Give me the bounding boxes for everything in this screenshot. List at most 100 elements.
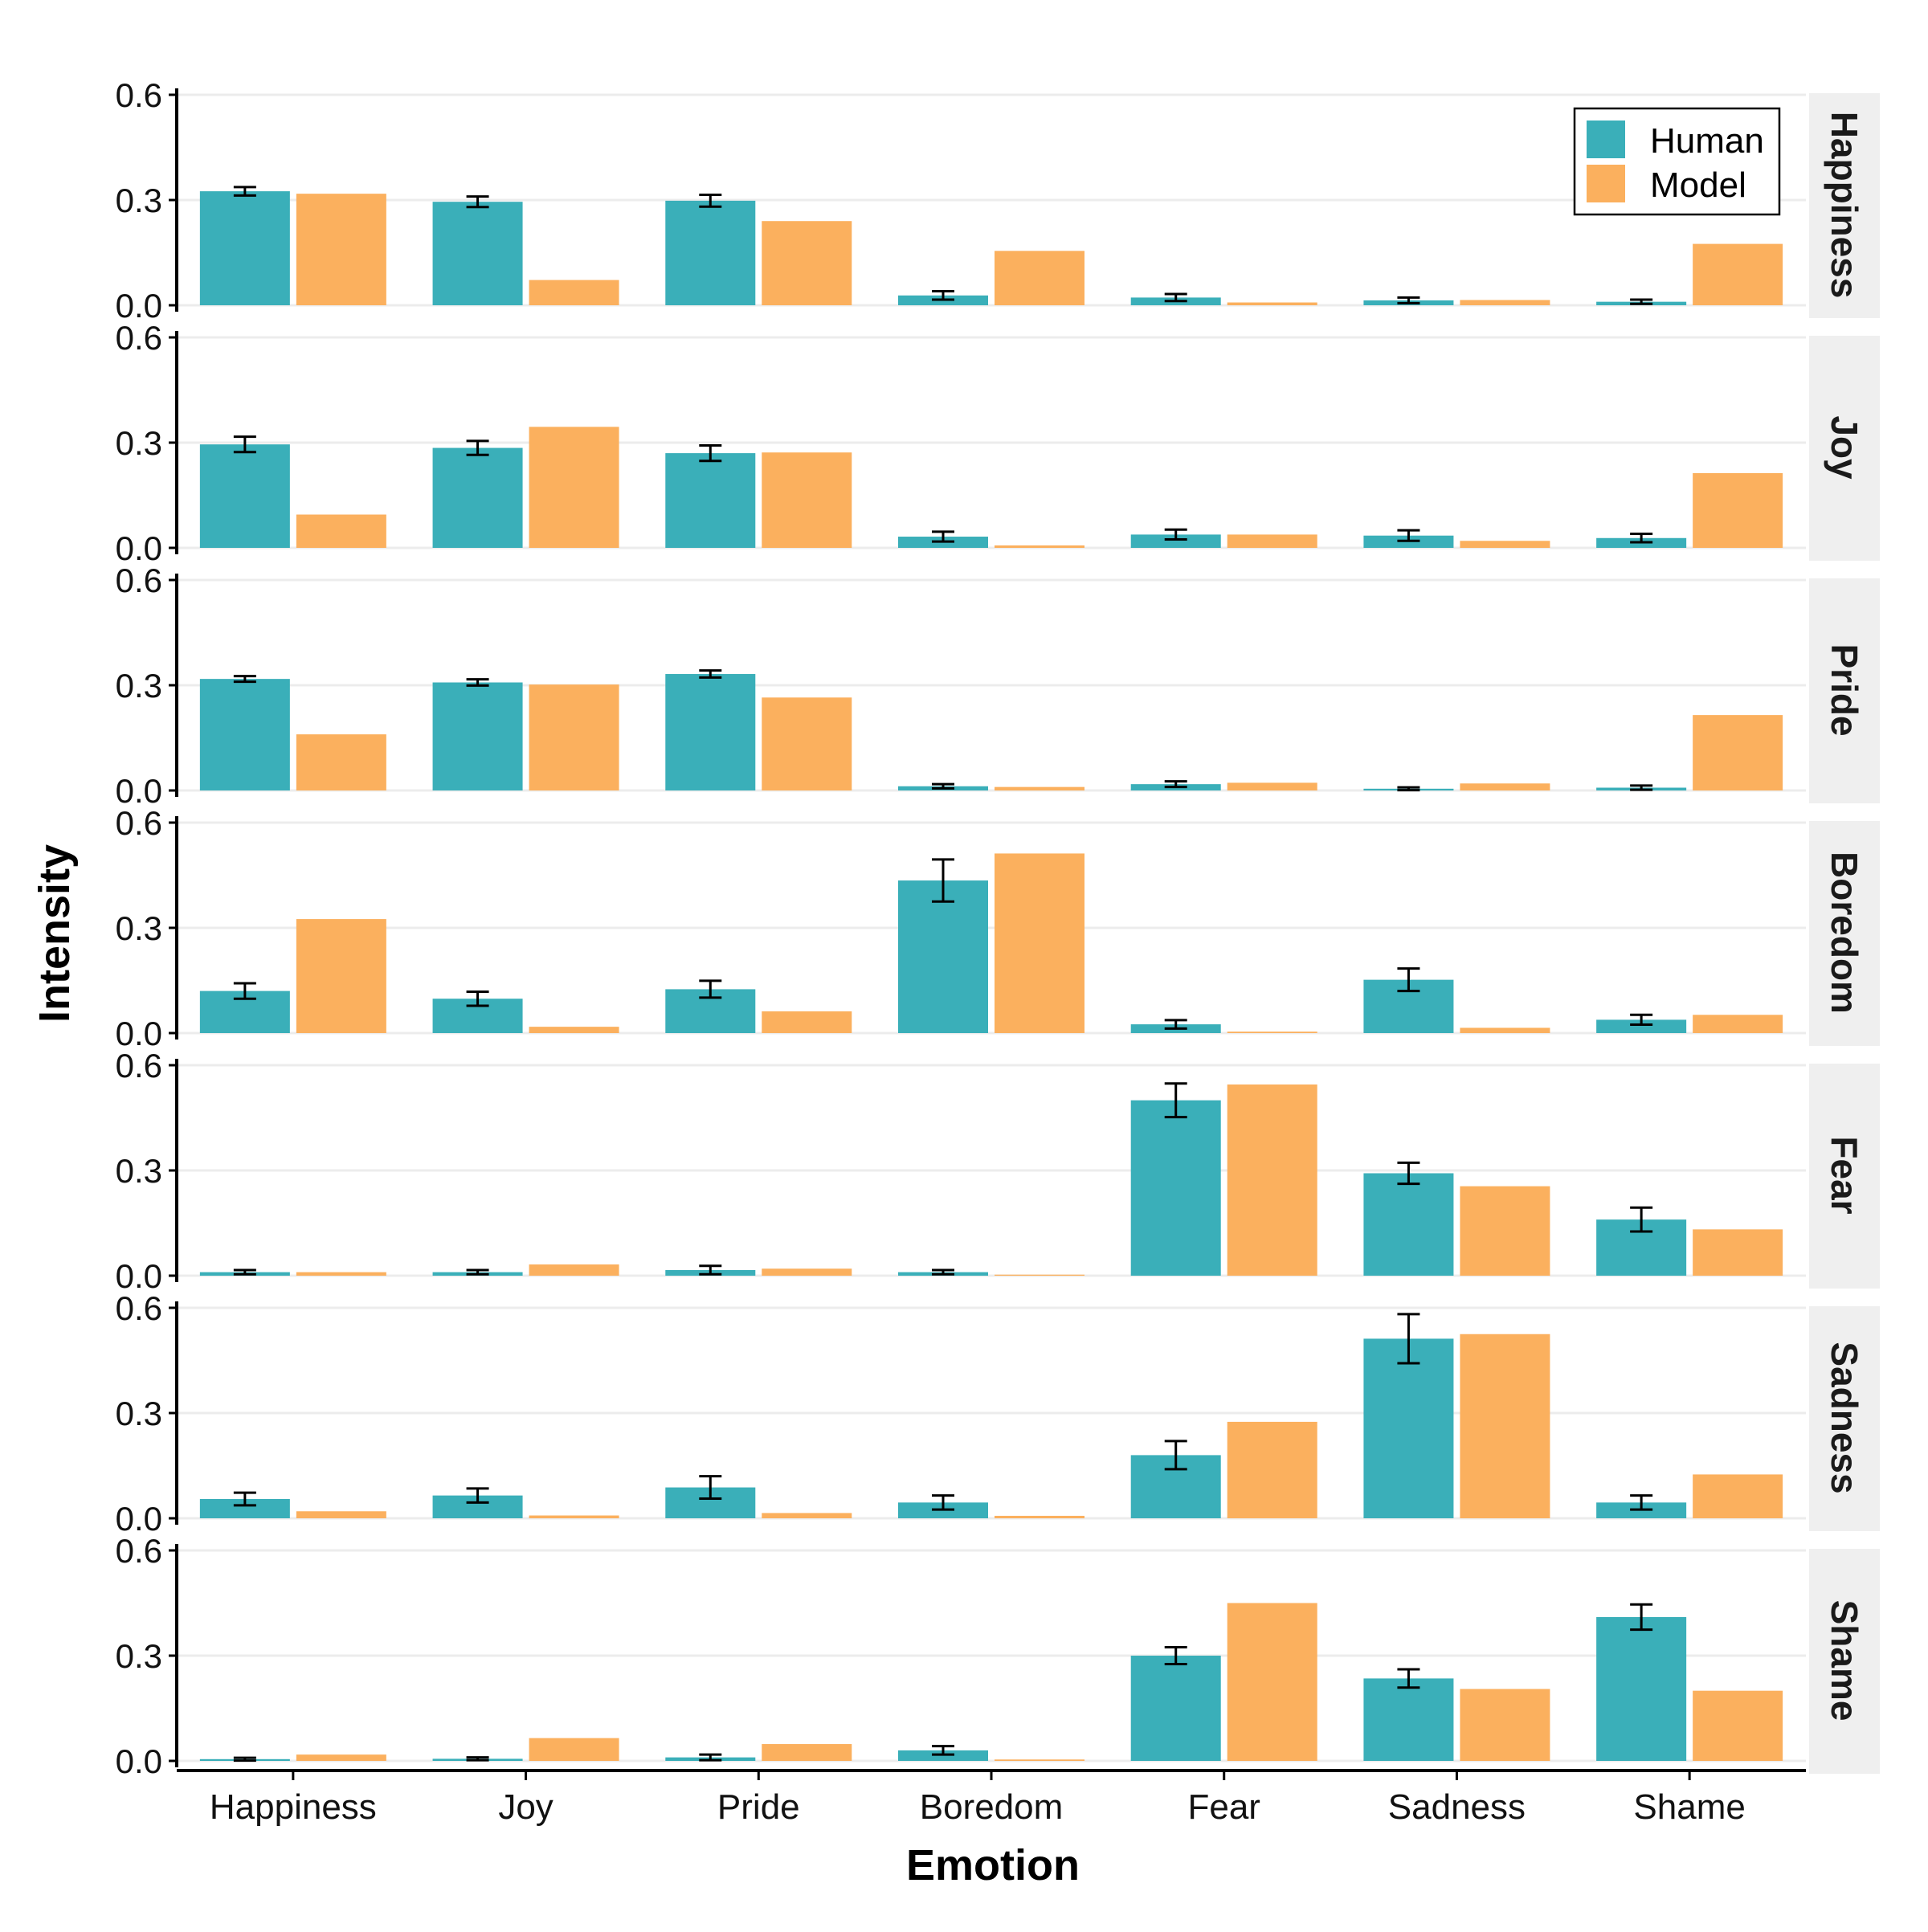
errorbar-human-boredom <box>932 1268 954 1276</box>
errorbar-human-shame <box>1630 533 1653 544</box>
errorbar-human-joy <box>466 1268 489 1276</box>
bar-model-fear <box>1227 1084 1317 1276</box>
errorbar-human-sadness <box>1397 296 1420 304</box>
errorbar-human-fear <box>1164 1440 1187 1471</box>
x-tick-label: Joy <box>498 1787 553 1827</box>
y-tick-label: 0.3 <box>116 1395 162 1432</box>
errorbar-human-sadness <box>1397 1161 1420 1186</box>
bar-model-pride <box>762 221 852 305</box>
errorbar-human-joy <box>466 195 489 209</box>
errorbar-human-joy <box>466 678 489 687</box>
y-tick-label: 0.0 <box>116 1015 162 1052</box>
errorbar-human-sadness <box>1397 1313 1420 1365</box>
facet-strip <box>1809 1064 1880 1289</box>
errorbar-human-happiness <box>233 186 256 197</box>
facet-label: Happiness <box>1824 112 1865 299</box>
errorbar-human-sadness <box>1397 786 1420 792</box>
bar-model-shame <box>1693 1015 1783 1033</box>
errorbar-human-joy <box>466 439 489 456</box>
bar-model-sadness <box>1460 1689 1550 1761</box>
bar-model-pride <box>762 1744 852 1761</box>
errorbar-human-pride <box>699 1264 722 1276</box>
errorbar-human-boredom <box>932 782 954 790</box>
panel-joy: 0.0 0.3 0.6 Joy <box>116 319 1880 567</box>
bar-human-fear <box>1130 534 1221 548</box>
bar-human-fear <box>1130 1100 1221 1276</box>
y-tick-label: 0.3 <box>116 667 162 705</box>
y-tick-label: 0.3 <box>116 909 162 947</box>
errorbar-human-fear <box>1164 528 1187 541</box>
errorbar-human-pride <box>699 1753 722 1762</box>
bar-model-pride <box>762 1513 852 1518</box>
legend: Human Model <box>1573 107 1781 216</box>
x-axis-title: Emotion <box>906 1841 1080 1889</box>
y-tick-label: 0.0 <box>116 772 162 810</box>
errorbar-human-happiness <box>233 675 256 684</box>
bar-model-boredom <box>995 853 1084 1033</box>
facet-label: Pride <box>1824 643 1865 736</box>
facet-strip <box>1809 336 1880 561</box>
y-tick-label: 0.6 <box>116 76 162 114</box>
bar-human-joy <box>432 682 523 790</box>
bar-model-sadness <box>1460 1027 1550 1033</box>
bar-model-happiness <box>296 734 386 790</box>
bar-human-happiness <box>199 191 290 305</box>
y-tick-label: 0.0 <box>116 287 162 325</box>
bar-model-shame <box>1693 1229 1783 1276</box>
y-tick-label: 0.3 <box>116 182 162 219</box>
y-tick-label: 0.0 <box>116 529 162 567</box>
errorbar-human-pride <box>699 669 722 679</box>
panel-pride: 0.0 0.3 0.6 Pride <box>116 562 1880 810</box>
panel-fear: 0.0 0.3 0.6 Fear <box>116 1047 1880 1295</box>
errorbar-human-pride <box>699 443 722 463</box>
bar-human-happiness <box>199 679 290 790</box>
errorbar-human-boredom <box>932 290 954 301</box>
panel-sadness: 0.0 0.3 0.6 Sadness <box>116 1289 1880 1538</box>
y-tick-label: 0.6 <box>116 1289 162 1327</box>
facet-label: Shame <box>1824 1600 1865 1722</box>
bar-model-shame <box>1693 715 1783 790</box>
errorbar-human-boredom <box>932 1745 954 1756</box>
bar-human-fear <box>1130 1656 1221 1761</box>
bar-model-joy <box>529 1738 619 1761</box>
x-tick-label: Sadness <box>1388 1787 1526 1827</box>
errorbar-human-shame <box>1630 1013 1653 1027</box>
errorbar-human-joy <box>466 1487 489 1504</box>
bar-model-joy <box>529 684 619 790</box>
bar-model-happiness <box>296 919 386 1033</box>
errorbar-human-fear <box>1164 780 1187 789</box>
errorbar-human-shame <box>1630 1206 1653 1233</box>
errorbar-human-boredom <box>932 1494 954 1511</box>
bar-model-fear <box>1227 1421 1317 1518</box>
errorbar-human-pride <box>699 979 722 999</box>
bar-model-happiness <box>296 1272 386 1276</box>
bar-model-fear <box>1227 1031 1317 1033</box>
bar-human-pride <box>665 674 756 790</box>
panel-boredom: 0.0 0.3 0.6 Boredom <box>116 804 1880 1052</box>
bar-model-sadness <box>1460 1186 1550 1276</box>
errorbar-human-sadness <box>1397 1668 1420 1689</box>
bar-human-pride <box>665 453 756 548</box>
bar-human-shame <box>1596 1019 1687 1033</box>
bar-model-boredom <box>995 786 1084 790</box>
legend-swatch-human <box>1587 120 1625 158</box>
bar-human-sadness <box>1363 1173 1454 1276</box>
y-tick-label: 0.6 <box>116 1532 162 1570</box>
errorbar-human-pride <box>699 1475 722 1501</box>
bar-human-happiness <box>199 444 290 548</box>
bar-model-joy <box>529 1515 619 1518</box>
x-tick-label: Fear <box>1187 1787 1260 1827</box>
bar-model-fear <box>1227 534 1317 548</box>
bar-model-shame <box>1693 1690 1783 1761</box>
bar-model-fear <box>1227 1603 1317 1761</box>
y-tick-label: 0.3 <box>116 424 162 462</box>
legend-label-human: Human <box>1650 121 1764 161</box>
bar-human-shame <box>1596 1616 1687 1761</box>
bar-model-joy <box>529 1264 619 1276</box>
chart-panels: 0.0 0.3 0.6 Happiness 0.0 0.3 0.6 Joy 0.0 0.3 0.6 P… <box>116 76 1880 1780</box>
errorbar-human-happiness <box>233 435 256 454</box>
bar-human-boredom <box>898 880 988 1033</box>
bar-human-pride <box>665 200 756 305</box>
